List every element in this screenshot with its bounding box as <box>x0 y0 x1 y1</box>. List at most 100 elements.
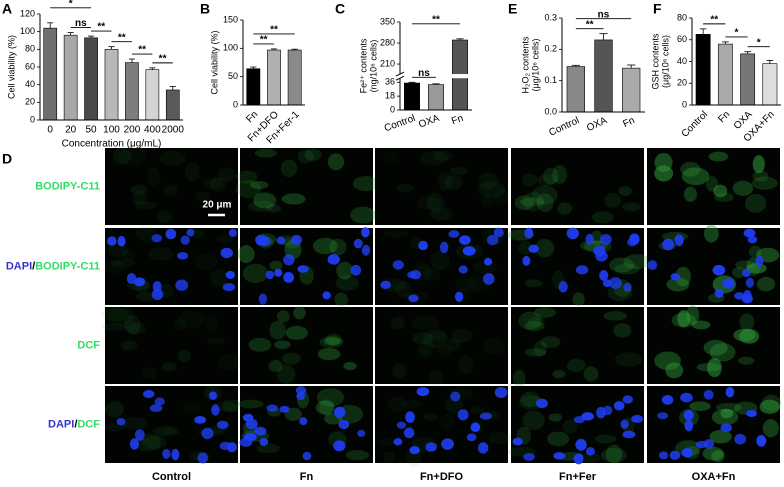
y-tick-label: 0.2 <box>544 44 557 54</box>
cell-signal <box>533 340 548 357</box>
x-tick-label: Fn <box>621 115 636 130</box>
x-tick-label: 2000 <box>162 125 185 136</box>
y-tick-label: 40 <box>677 56 687 66</box>
y-axis-label: (μg/10⁶ cells) <box>660 35 670 88</box>
nucleus <box>593 245 606 257</box>
cell-signal <box>745 193 767 213</box>
micrograph-bg <box>511 148 644 225</box>
cell-signal <box>677 309 691 328</box>
row-label: DAPI/DCF <box>48 418 100 430</box>
nucleus <box>599 234 612 245</box>
nucleus <box>613 401 625 411</box>
nucleus <box>225 270 235 280</box>
nucleus <box>154 397 165 406</box>
cell-signal <box>752 170 769 182</box>
nucleus <box>566 227 579 240</box>
nucleus <box>743 289 752 301</box>
nucleus <box>194 415 207 424</box>
cell-signal <box>161 362 177 372</box>
y-tick-label: 0.1 <box>544 75 557 85</box>
nucleus <box>259 437 269 446</box>
cell-signal <box>204 315 220 333</box>
cell-signal <box>606 444 623 464</box>
cell-signal <box>217 167 237 182</box>
cell-signal <box>210 176 226 193</box>
cell-signal <box>533 307 556 318</box>
cell-signal <box>451 328 473 344</box>
cell-signal <box>194 253 218 271</box>
nucleus <box>165 228 177 240</box>
nucleus <box>553 452 566 460</box>
error-bar <box>571 64 580 67</box>
nucleus <box>722 278 734 289</box>
cell-signal <box>101 322 129 331</box>
y-tick-label: 150 <box>223 14 238 24</box>
cell-signal <box>680 161 701 177</box>
micrograph-bg <box>105 228 238 305</box>
row-label-part: / <box>32 260 35 272</box>
nucleus <box>177 252 189 260</box>
cell-signal <box>702 446 725 461</box>
y-tick-label: 0.0 <box>544 106 557 116</box>
cell-signal <box>707 358 722 378</box>
cell-signal <box>531 185 558 205</box>
x-tick-label: 200 <box>124 125 141 136</box>
error-bar <box>599 33 608 40</box>
nucleus <box>254 426 267 436</box>
y-tick-label: 36 <box>385 77 395 87</box>
nucleus <box>380 280 391 290</box>
cell-signal <box>177 350 192 363</box>
bar <box>594 39 613 113</box>
nucleus <box>573 416 585 424</box>
error-bar <box>250 66 257 69</box>
y-tick-label: 80 <box>25 44 35 54</box>
nucleus <box>403 427 415 439</box>
nucleus <box>486 234 499 246</box>
micrograph-bg <box>511 228 644 305</box>
row-label-part: DAPI <box>6 260 32 272</box>
nucleus <box>458 265 468 274</box>
significance-label: ** <box>97 22 105 33</box>
cell-signal <box>691 320 711 330</box>
cell-signal <box>101 307 130 322</box>
cell-signal <box>108 306 135 326</box>
micrograph <box>104 385 242 464</box>
cell-signal <box>148 247 174 261</box>
nucleus <box>695 440 708 449</box>
cell-signal <box>622 202 641 212</box>
y-tick-label: 20 <box>25 97 35 107</box>
cell-signal <box>202 177 222 189</box>
bar <box>287 49 302 106</box>
cell-signal <box>130 184 148 195</box>
x-tick-label: 0 <box>47 125 53 136</box>
cell-signal <box>483 337 505 355</box>
significance-label: ** <box>138 45 146 56</box>
nucleus <box>602 405 613 416</box>
row-label-part: BODIPY-C11 <box>35 180 100 192</box>
cell-signal <box>720 408 734 419</box>
nucleus <box>338 419 350 430</box>
cell-signal <box>430 250 450 271</box>
error-bar <box>88 35 95 38</box>
nucleus <box>494 386 508 399</box>
x-tick-label: OXA <box>585 115 609 134</box>
nucleus <box>129 438 139 450</box>
nucleus <box>657 412 669 420</box>
nucleus <box>622 430 636 439</box>
y-tick-label: 60 <box>677 34 687 44</box>
cell-signal <box>281 352 301 365</box>
nucleus <box>151 288 164 301</box>
y-tick-label: 60 <box>25 61 35 71</box>
error-bar <box>291 48 298 51</box>
nucleus <box>220 247 233 259</box>
cell-signal <box>134 200 157 210</box>
cell-signal <box>383 229 409 239</box>
cell-signal <box>248 337 272 352</box>
cell-signal <box>654 165 674 182</box>
x-tick-label: Control <box>547 115 581 139</box>
x-tick-label: Control <box>680 109 711 140</box>
error-bar <box>432 83 440 85</box>
nucleus <box>416 386 430 397</box>
bar <box>104 49 119 121</box>
nucleus <box>712 264 726 276</box>
